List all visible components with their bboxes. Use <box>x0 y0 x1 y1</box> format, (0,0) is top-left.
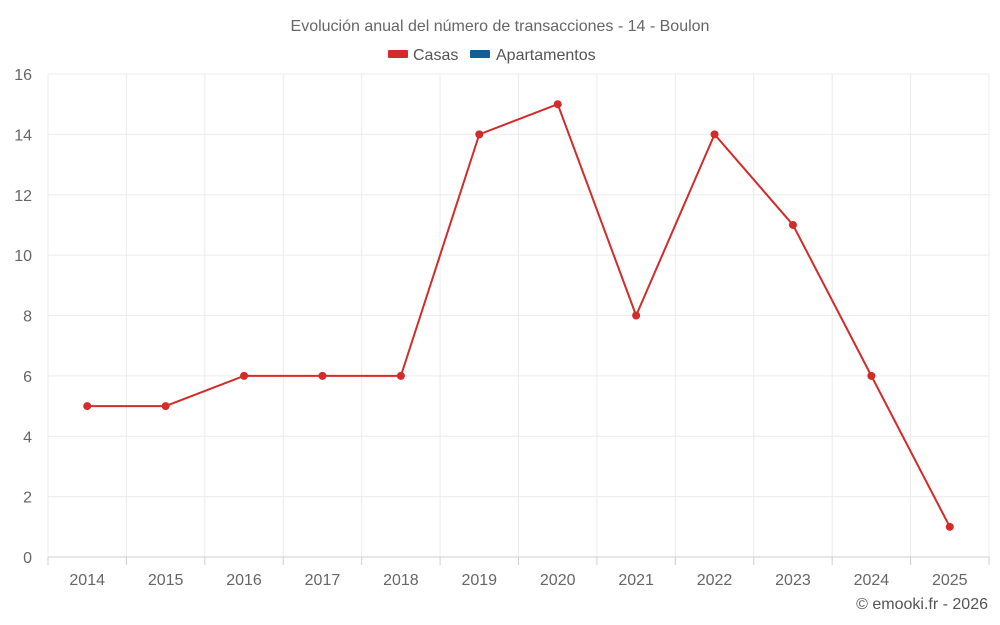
y-axis-ticks: 0 2 4 6 8 10 12 14 16 <box>14 67 32 567</box>
series-line-casas <box>87 103 951 528</box>
data-point-2024[interactable] <box>867 371 876 380</box>
x-tick-label: 2015 <box>148 572 184 589</box>
data-point-2018[interactable] <box>396 371 405 380</box>
data-point-2015[interactable] <box>161 402 170 411</box>
data-point-2021[interactable] <box>632 311 641 320</box>
legend-swatch-apartamentos <box>470 50 490 58</box>
y-tick-label: 10 <box>14 248 32 265</box>
y-tick-label: 8 <box>23 309 32 326</box>
x-tick-label: 2018 <box>383 572 419 589</box>
x-tick-label: 2016 <box>226 572 262 589</box>
data-point-2014[interactable] <box>83 402 92 411</box>
legend-label-apartamentos: Apartamentos <box>496 47 596 64</box>
x-tick-label: 2024 <box>854 572 890 589</box>
legend: Casas Apartamentos <box>388 47 596 64</box>
data-point-2025[interactable] <box>945 522 954 531</box>
series-casas <box>83 100 954 531</box>
y-tick-label: 14 <box>14 127 32 144</box>
y-tick-label: 4 <box>23 429 32 446</box>
legend-item-casas[interactable]: Casas <box>388 47 458 64</box>
data-point-2020[interactable] <box>553 100 562 109</box>
x-tick-label: 2020 <box>540 572 576 589</box>
x-axis-ticks: 2014 2015 2016 2017 2018 2019 2020 2021 2022 2023… <box>47 557 990 589</box>
legend-item-apartamentos[interactable]: Apartamentos <box>470 47 596 64</box>
chart-title: Evolución anual del número de transaccio… <box>291 18 710 35</box>
y-tick-label: 0 <box>23 550 32 567</box>
x-tick-label: 2019 <box>461 572 497 589</box>
x-tick-label: 2014 <box>69 572 105 589</box>
x-tick-label: 2021 <box>618 572 654 589</box>
data-point-2017[interactable] <box>318 371 327 380</box>
y-tick-label: 12 <box>14 188 32 205</box>
data-point-2022[interactable] <box>710 130 719 139</box>
legend-swatch-casas <box>388 50 408 58</box>
grid <box>47 73 990 558</box>
x-tick-label: 2025 <box>932 572 968 589</box>
x-tick-label: 2022 <box>697 572 733 589</box>
x-tick-label: 2017 <box>305 572 341 589</box>
y-tick-label: 16 <box>14 67 32 84</box>
data-point-2016[interactable] <box>240 371 249 380</box>
y-tick-label: 6 <box>23 369 32 386</box>
data-point-2019[interactable] <box>475 130 484 139</box>
data-point-2023[interactable] <box>788 220 797 229</box>
legend-label-casas: Casas <box>413 47 458 64</box>
y-tick-label: 2 <box>23 490 32 507</box>
x-tick-label: 2023 <box>775 572 811 589</box>
credit-text: © emooki.fr - 2026 <box>856 596 988 613</box>
